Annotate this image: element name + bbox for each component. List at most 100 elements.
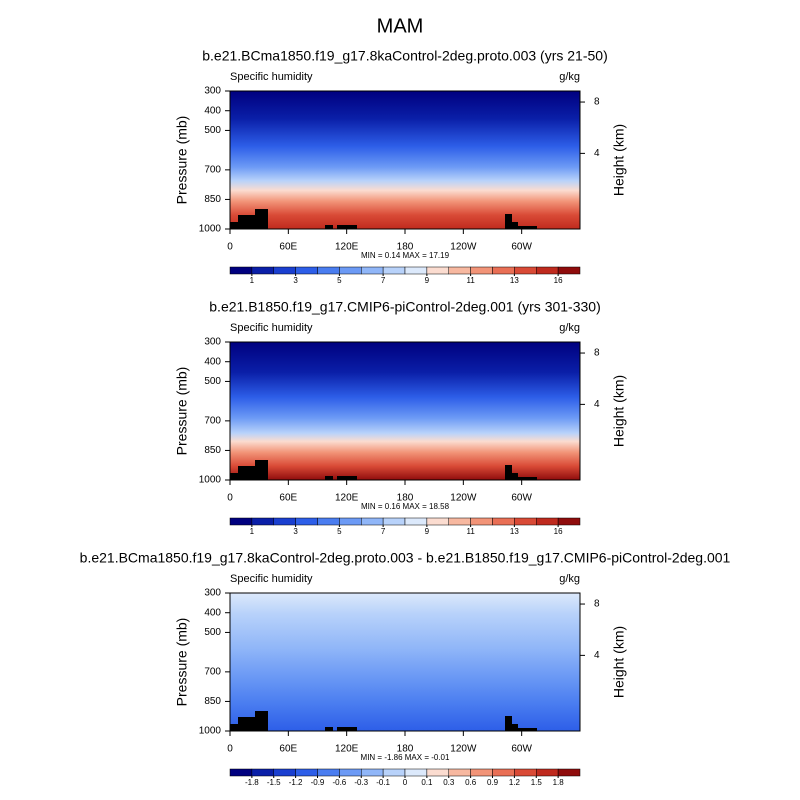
colorbar-label: 9 [425, 527, 430, 536]
colorbar-box [426, 266, 449, 275]
colorbar-label: 3 [293, 276, 298, 285]
colorbar-box [229, 266, 253, 275]
colorbar-label: 0.9 [487, 778, 499, 787]
x-tick-label: 120E [335, 242, 359, 253]
colorbar-label: 1 [250, 276, 255, 285]
y2-axis-label: Height (km) [611, 375, 627, 447]
colorbar-label: 0.6 [465, 778, 477, 787]
colorbar-box [339, 768, 362, 777]
left-label: Specific humidity [230, 71, 313, 83]
x-tick-label: 60E [279, 242, 297, 253]
colorbar-box [470, 517, 493, 526]
x-tick-label: 120W [450, 744, 477, 755]
stats: MIN = 0.14 MAX = 17.19 [361, 251, 450, 260]
colorbar-label: 5 [337, 527, 342, 536]
figure-title: MAM [377, 15, 424, 37]
colorbar-label: 7 [381, 527, 386, 536]
panel-title: b.e21.BCma1850.f19_g17.8kaControl-2deg.p… [80, 550, 731, 566]
y2-tick-label: 8 [594, 97, 600, 108]
y2-axis-label: Height (km) [611, 124, 627, 196]
colorbar-box [273, 266, 296, 275]
y-tick-label: 400 [204, 105, 221, 116]
field [230, 91, 580, 731]
colorbar-label: 1.5 [531, 778, 543, 787]
y-tick-label: 850 [204, 696, 221, 707]
x-tick-label: 60E [279, 493, 297, 504]
colorbar-box [514, 266, 537, 275]
colorbar-box [470, 768, 493, 777]
colorbar-box [273, 517, 296, 526]
colorbar-label: 5 [337, 276, 342, 285]
colorbar-label: -0.6 [332, 778, 346, 787]
y-axis-label: Pressure (mb) [174, 116, 190, 205]
colorbar-box [557, 266, 581, 275]
colorbar-box [382, 517, 406, 526]
colorbar-label: 3 [293, 527, 298, 536]
colorbar-box [229, 517, 253, 526]
colorbar-box [361, 266, 384, 275]
right-label: g/kg [559, 573, 580, 585]
y-tick-label: 500 [204, 376, 221, 387]
colorbar-box [295, 266, 318, 275]
x-tick-label: 120E [335, 493, 359, 504]
colorbar-box [536, 517, 559, 526]
colorbar-label: 1.8 [553, 778, 565, 787]
stats: MIN = 0.16 MAX = 18.58 [361, 502, 450, 511]
y-tick-label: 300 [204, 337, 221, 348]
colorbar-label: 0.1 [421, 778, 433, 787]
y2-tick-label: 4 [594, 650, 600, 661]
left-label: Specific humidity [230, 573, 313, 585]
colorbar-label: 0.3 [443, 778, 455, 787]
colorbar-box [492, 768, 515, 777]
y-tick-label: 400 [204, 607, 221, 618]
colorbar-label: -0.1 [376, 778, 390, 787]
y2-tick-label: 4 [594, 399, 600, 410]
colorbar-box [317, 266, 340, 275]
colorbar-box [229, 768, 253, 777]
y2-tick-label: 8 [594, 348, 600, 359]
colorbar-box [361, 517, 384, 526]
colorbar-label: 0 [403, 778, 408, 787]
colorbar-label: 11 [466, 527, 475, 536]
y-tick-label: 500 [204, 627, 221, 638]
x-tick-label: 60W [511, 242, 532, 253]
colorbar-label: 16 [554, 276, 563, 285]
left-label: Specific humidity [230, 322, 313, 334]
colorbar-box [382, 768, 406, 777]
y2-tick-label: 4 [594, 148, 600, 159]
panel-title: b.e21.B1850.f19_g17.CMIP6-piControl-2deg… [209, 299, 600, 315]
y-tick-label: 700 [204, 666, 221, 677]
colorbar-box [426, 517, 449, 526]
right-label: g/kg [559, 71, 580, 83]
colorbar-label: 13 [510, 527, 519, 536]
x-tick-label: 60E [279, 744, 297, 755]
panel-title: b.e21.BCma1850.f19_g17.8kaControl-2deg.p… [202, 48, 607, 64]
x-tick-label: 120W [450, 493, 477, 504]
y-tick-label: 700 [204, 164, 221, 175]
colorbar-box [251, 517, 274, 526]
colorbar-box [492, 266, 515, 275]
x-tick-label: 180 [397, 242, 414, 253]
y-tick-label: 1000 [199, 475, 222, 486]
y-axis-label: Pressure (mb) [174, 618, 190, 707]
colorbar-box [514, 517, 537, 526]
y-tick-label: 400 [204, 356, 221, 367]
colorbar-box [514, 768, 537, 777]
colorbar-box [339, 266, 362, 275]
colorbar-label: -1.5 [267, 778, 281, 787]
stats: MIN = -1.86 MAX = -0.01 [361, 753, 450, 762]
x-tick-label: 0 [227, 242, 233, 253]
x-tick-label: 180 [397, 493, 414, 504]
x-tick-label: 60W [511, 744, 532, 755]
colorbar-label: -0.3 [354, 778, 368, 787]
colorbar-label: -0.9 [311, 778, 325, 787]
colorbar-label: -1.2 [289, 778, 303, 787]
colorbar-box [339, 517, 362, 526]
colorbar-label: 1.2 [509, 778, 521, 787]
y-tick-label: 850 [204, 445, 221, 456]
y2-axis-label: Height (km) [611, 626, 627, 698]
y-tick-label: 850 [204, 194, 221, 205]
colorbar-box [404, 266, 428, 275]
y-tick-label: 300 [204, 86, 221, 97]
